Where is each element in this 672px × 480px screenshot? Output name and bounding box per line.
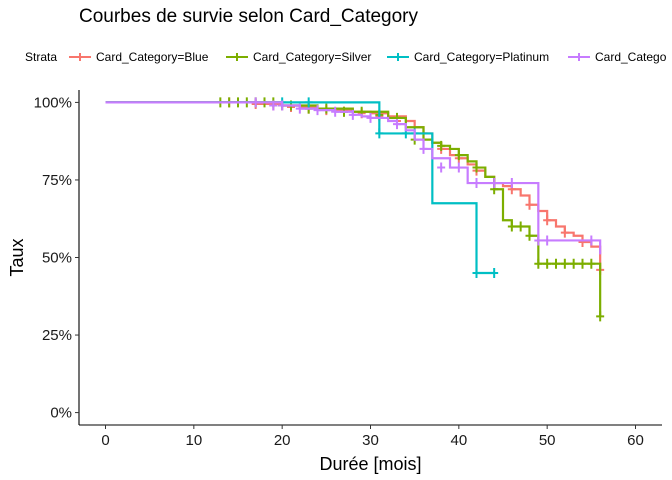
censor-mark [304, 97, 313, 108]
series-group [105, 97, 499, 279]
censor-mark [525, 230, 534, 241]
censor-mark [560, 258, 569, 269]
legend-label: Card_Category=Blue [96, 50, 209, 64]
x-tick-label: 10 [185, 432, 202, 449]
legend-title: Strata [25, 50, 57, 64]
censor-mark [560, 227, 569, 238]
censor-mark [507, 221, 516, 232]
censor-mark [490, 178, 499, 189]
censor-mark [348, 109, 357, 120]
censor-mark [543, 215, 552, 226]
legend-label: Card_Category=Platinum [414, 50, 549, 64]
x-tick-label: 60 [627, 432, 644, 449]
censor-mark [454, 162, 463, 173]
censor-mark [578, 236, 587, 247]
censor-mark [578, 258, 587, 269]
legend-key-mark [575, 53, 583, 61]
y-tick-label: 25% [42, 327, 72, 344]
x-tick-label: 0 [101, 432, 109, 449]
censor-mark [419, 143, 428, 154]
survival-step-line [105, 101, 602, 317]
censor-mark [454, 150, 463, 161]
y-tick-label: 75% [42, 172, 72, 189]
censor-mark [437, 162, 446, 173]
censor-mark [251, 97, 260, 108]
censor-mark [490, 268, 499, 279]
chart-title: Courbes de survie selon Card_Category [79, 6, 419, 27]
censor-mark [587, 235, 596, 246]
legend-key-mark [76, 53, 84, 61]
censor-mark [472, 162, 481, 173]
censor-mark [437, 140, 446, 151]
series-layer [105, 97, 605, 322]
x-tick-label: 20 [274, 432, 291, 449]
legend-item: Card_Category=Blue [69, 50, 209, 64]
series-group [105, 97, 602, 255]
legend-item: Card_Catego [568, 50, 667, 64]
censor-mark [313, 105, 322, 116]
censor-mark [516, 221, 525, 232]
survival-step-line [105, 101, 602, 255]
x-tick-label: 50 [539, 432, 556, 449]
survival-step-line [105, 101, 602, 270]
censor-mark [295, 103, 304, 114]
censor-mark [543, 235, 552, 246]
survival-step-line [105, 101, 495, 275]
y-tick-label: 100% [34, 94, 72, 111]
censor-mark [596, 311, 605, 322]
censor-mark [375, 128, 384, 139]
censor-mark [366, 112, 375, 123]
censor-mark [322, 103, 331, 114]
legend-item: Card_Category=Platinum [387, 50, 549, 64]
censor-mark [525, 199, 534, 210]
censor-mark [472, 268, 481, 279]
censor-mark [472, 178, 481, 189]
censor-mark [552, 258, 560, 269]
y-tick-label: 0% [50, 405, 72, 422]
censor-mark [278, 100, 287, 111]
x-tick-label: 40 [450, 432, 467, 449]
series-group [105, 97, 605, 275]
censor-mark [269, 100, 278, 111]
censor-mark [543, 258, 552, 269]
y-axis-title: Taux [7, 238, 27, 276]
legend-label: Card_Catego [595, 50, 667, 64]
x-tick-label: 30 [362, 432, 379, 449]
legend-key-mark [233, 53, 241, 61]
censor-mark [534, 235, 543, 246]
axes: 0 10 20 30 40 50 60 0% 25% 50% 75% 100% Durée [mois]… [7, 90, 662, 474]
censor-mark [331, 106, 340, 117]
legend: Strata Card_Category=Blue Card_Category=Si… [25, 50, 667, 64]
censor-mark [393, 119, 401, 130]
y-tick-label: 50% [42, 250, 72, 267]
legend-key-mark [394, 53, 402, 61]
x-axis-title: Durée [mois] [319, 454, 421, 474]
legend-item: Card_Category=Silver [226, 50, 371, 64]
censor-mark [569, 258, 578, 269]
censor-mark [587, 258, 596, 269]
censor-mark [507, 178, 516, 189]
legend-label: Card_Category=Silver [253, 50, 371, 64]
censor-mark [534, 258, 543, 269]
